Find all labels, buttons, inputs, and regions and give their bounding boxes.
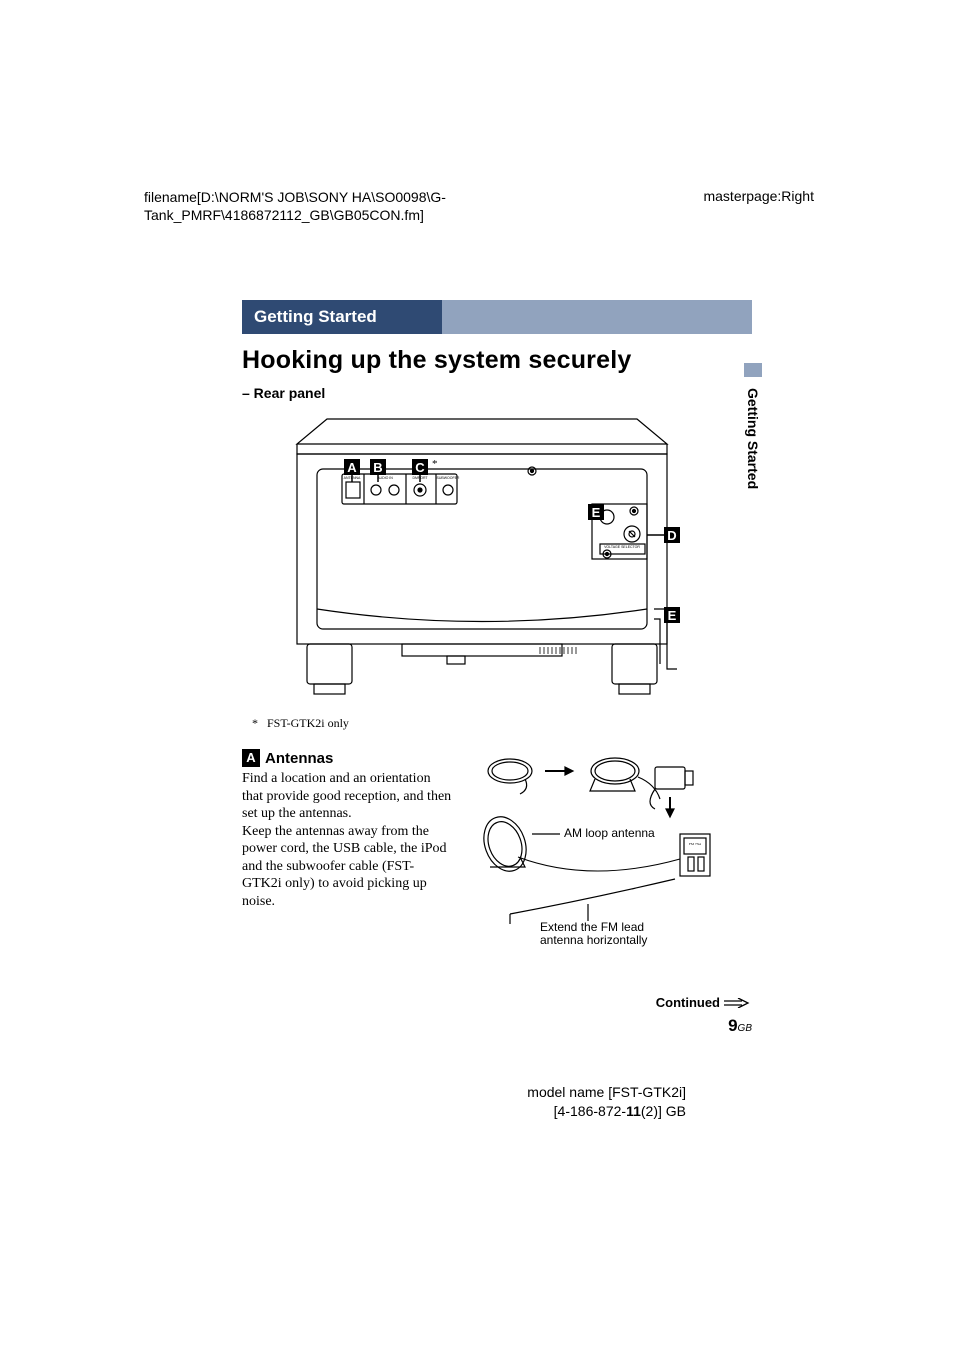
svg-text:FM 75Ω: FM 75Ω <box>689 842 701 846</box>
antennas-para2: Keep the antennas away from the power co… <box>242 823 452 911</box>
page-title: Hooking up the system securely <box>242 346 752 375</box>
svg-text:VOLTAGE SELECTOR: VOLTAGE SELECTOR <box>604 545 640 549</box>
svg-text:AUDIO IN: AUDIO IN <box>377 476 393 480</box>
svg-text:B: B <box>373 460 382 475</box>
footer: model name [FST-GTK2i] [4-186-872-11(2)]… <box>527 1083 686 1122</box>
antennas-badge: A <box>242 749 260 767</box>
continued-indicator: Continued <box>656 995 752 1010</box>
svg-text:E: E <box>668 608 677 623</box>
svg-text:SUBWOOFER: SUBWOOFER <box>437 476 460 480</box>
filename-line2: Tank_PMRF\4186872112_GB\GB05CON.fm] <box>144 207 424 223</box>
antennas-para1: Find a location and an orientation that … <box>242 770 452 823</box>
svg-text:C: C <box>415 460 425 475</box>
subtitle: – Rear panel <box>242 385 752 401</box>
am-label: AM loop antenna <box>564 826 655 840</box>
section-label: Getting Started <box>242 300 442 334</box>
continued-text: Continued <box>656 995 720 1010</box>
svg-text:ANTENNA: ANTENNA <box>344 476 361 480</box>
fm-label-1: Extend the FM lead <box>540 920 644 934</box>
callout-d: D <box>647 527 680 543</box>
antenna-diagram: FM 75Ω AM loop antenna <box>470 749 730 949</box>
footnote: * FST-GTK2i only <box>252 716 752 731</box>
svg-text:D: D <box>667 528 676 543</box>
footnote-marker: * <box>252 716 258 730</box>
section-band: Getting Started <box>242 300 752 334</box>
page-region: GB <box>738 1023 752 1034</box>
callout-e2: E <box>664 607 680 623</box>
footer-doc: [4-186-872-11(2)] GB <box>527 1102 686 1122</box>
page-number: 9GB <box>728 1016 752 1036</box>
svg-text:E: E <box>592 505 601 520</box>
antennas-heading: Antennas <box>265 750 333 767</box>
antennas-text-column: A Antennas Find a location and an orient… <box>242 749 452 954</box>
footer-model: model name [FST-GTK2i] <box>527 1083 686 1103</box>
rear-panel-diagram: A B C D <box>272 409 692 704</box>
continued-arrow-icon <box>724 998 752 1008</box>
section-band-light <box>442 300 752 334</box>
callout-e1: E <box>588 504 604 520</box>
fm-label-2: antenna horizontally <box>540 933 647 947</box>
filename-line1: filename[D:\NORM'S JOB\SONY HA\SO0098\G- <box>144 189 446 205</box>
antennas-diagram-column: FM 75Ω AM loop antenna <box>470 749 752 954</box>
svg-text:*: * <box>432 458 438 470</box>
header-filename: filename[D:\NORM'S JOB\SONY HA\SO0098\G-… <box>144 188 446 224</box>
header-masterpage: masterpage:Right <box>703 188 814 204</box>
page-content: Getting Started Hooking up the system se… <box>242 300 752 1010</box>
footnote-text: FST-GTK2i only <box>267 716 349 730</box>
page-number-value: 9 <box>728 1016 737 1035</box>
svg-text:DMPORT: DMPORT <box>412 476 428 480</box>
svg-text:A: A <box>347 460 357 475</box>
